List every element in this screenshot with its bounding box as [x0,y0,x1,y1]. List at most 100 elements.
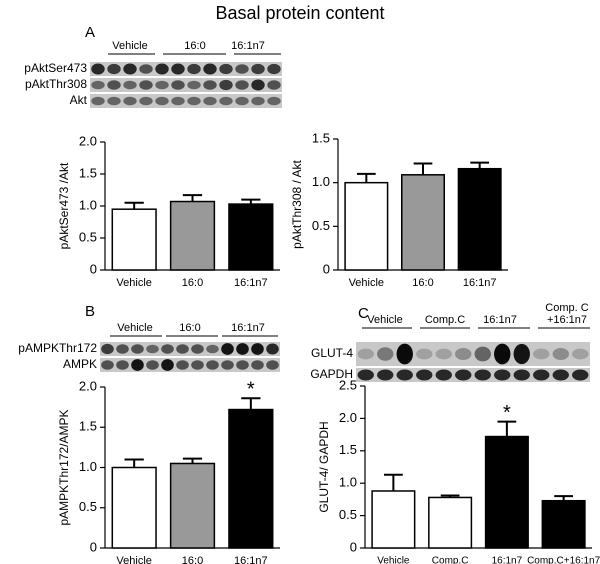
y-tick-label: 0.5 [79,229,97,244]
bar [111,466,157,549]
x-tick-label: 16:0 [412,277,433,289]
blot-row-label: pAktThr308 [25,77,87,91]
blot-band [494,343,511,365]
panel-label: C [358,305,369,322]
lane-group-label: 16:0 [179,322,200,334]
blot-band [267,63,281,75]
blot-band [187,80,201,90]
y-axis-title: pAMPKThr172/AMPK [57,409,71,525]
lane-group-label: 16:1n7 [483,314,517,326]
x-tick-label: 16:1n7 [492,556,523,564]
x-tick-label: Vehicle [116,277,151,289]
blot-band [221,343,234,355]
blot-band [435,348,452,360]
blot-band [572,369,589,381]
y-tick-label: 1.5 [79,419,97,434]
bar [228,203,274,271]
blot-band [416,369,433,381]
y-tick-label: 1.0 [79,197,97,212]
blot-band [191,344,204,354]
blot-band [357,369,374,381]
blot-band [139,80,153,90]
blot-band [203,80,217,90]
blot-band [107,96,121,106]
y-tick-label: 2.0 [79,378,97,393]
blot-band [131,344,144,354]
bar [111,208,157,271]
x-tick-label: 16:1n7 [234,555,268,564]
blot-band [161,344,174,354]
bar [457,167,502,271]
bar [344,181,389,271]
blot-band [377,347,394,361]
blot-strip [356,342,590,366]
lane-group-label: +16:1n7 [547,314,587,326]
bar [371,490,416,549]
significance-marker: * [503,402,511,424]
blot-band [396,343,413,365]
x-tick-label: 16:0 [182,555,203,564]
blot-band [435,369,452,381]
y-tick-label: 0.5 [312,218,330,233]
blot-band [235,80,249,90]
x-tick-label: 16:0 [182,277,203,289]
blot-band [236,360,249,370]
blot-strip [90,94,282,108]
blot-band [131,359,144,371]
bar [484,435,529,549]
blot-band [221,360,234,370]
y-tick-label: 0 [350,539,357,554]
blot-band [116,344,129,354]
blot-band [572,348,589,360]
blot-row-label: Akt [70,93,88,107]
x-tick-label: Vehicle [349,277,384,289]
lane-group-label: 16:0 [184,40,205,52]
blot-band [219,96,233,106]
x-tick-label: Vehicle [116,555,151,564]
blot-band [513,369,530,381]
blot-band [171,80,185,90]
figure-title: Basal protein content [215,3,384,23]
y-tick-label: 1.5 [79,165,97,180]
blot-band [91,63,105,75]
lane-group-label: Vehicle [112,40,147,52]
lane-group-label: 16:1n7 [231,322,265,334]
blot-row-label: GAPDH [310,367,353,381]
blot-band [176,360,189,370]
blot-band [219,79,233,91]
blot-band [123,63,137,75]
y-tick-label: 0 [90,539,97,554]
x-tick-label: Comp.C+16:1n7 [527,556,600,564]
blot-band [203,63,217,75]
blot-band [474,369,491,381]
blot-band [155,63,169,75]
significance-marker: * [247,379,255,401]
x-tick-label: 16:1n7 [234,277,268,289]
blot-band [416,348,433,360]
x-tick-label: Comp.C [432,556,469,564]
blot-strip [100,358,280,372]
blot-band [206,360,219,370]
blot-band [396,369,413,381]
blot-band [187,96,201,106]
blot-band [267,96,281,106]
y-tick-label: 0 [90,261,97,276]
blot-band [474,346,491,362]
blot-band [91,96,105,106]
panel-label: B [85,303,95,320]
blot-band [171,96,185,106]
bar [541,499,586,549]
bar [169,462,216,549]
x-tick-label: Vehicle [377,556,410,564]
y-axis-title: pAktThr308 / Akt [290,159,304,248]
y-tick-label: 1.0 [339,475,357,490]
blot-band [171,63,185,75]
y-tick-label: 1.5 [312,130,330,145]
blot-band [251,63,265,75]
blot-band [123,96,137,106]
blot-band [533,369,550,381]
panel-label: A [85,24,95,41]
lane-group-label: 16:1n7 [231,40,265,52]
blot-row-label: pAktSer473 [24,61,87,75]
blot-band [155,80,169,90]
